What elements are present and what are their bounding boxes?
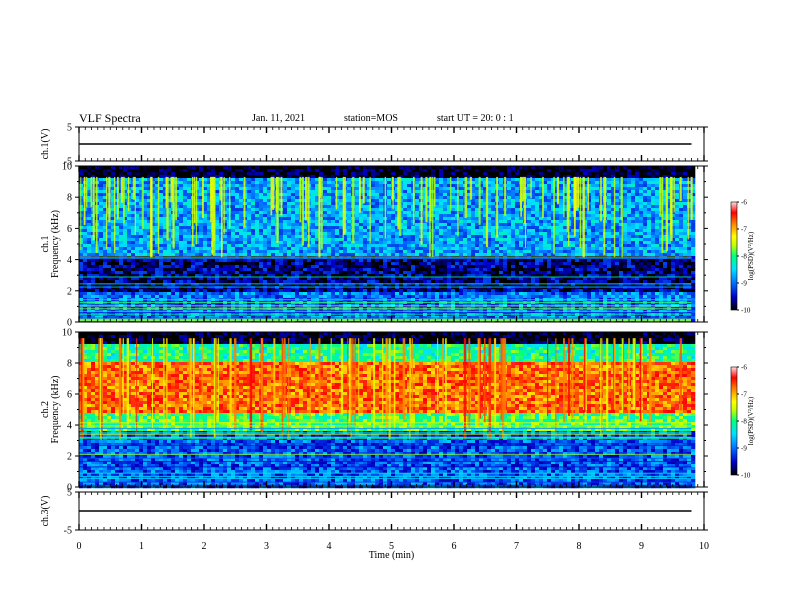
x-tick-label: 8 xyxy=(577,541,582,552)
x-tick-label: 2 xyxy=(202,541,207,552)
x-axis-label: Time (min) xyxy=(369,550,414,561)
colorbar-tick-label: -6 xyxy=(741,199,747,207)
colorbar-tick-label: -6 xyxy=(741,364,747,372)
colorbar-label: log(PSD)(V²/Hz) xyxy=(747,231,755,280)
colorbar-2 xyxy=(731,202,737,310)
y-axis-label: ch.3(V) xyxy=(40,496,51,527)
x-tick-label: 7 xyxy=(514,541,519,552)
y-tick-label: 5 xyxy=(67,488,72,499)
colorbar-label: log(PSD)(V²/Hz) xyxy=(747,396,755,445)
colorbar-tick-label: -10 xyxy=(741,472,751,480)
colorbar-tick-label: -10 xyxy=(741,307,751,315)
x-tick-label: 6 xyxy=(452,541,457,552)
y-axis-label: Frequency (kHz) xyxy=(50,375,61,443)
spectrogram-image-2 xyxy=(79,166,695,322)
y-axis-label: Frequency (kHz) xyxy=(50,210,61,278)
y-tick-label: -5 xyxy=(64,526,72,537)
y-tick-label: 8 xyxy=(67,359,72,370)
x-tick-label: 3 xyxy=(264,541,269,552)
colorbar-3 xyxy=(731,367,737,475)
x-tick-label: 0 xyxy=(77,541,82,552)
y-tick-label: 4 xyxy=(67,421,72,432)
y-tick-label: 2 xyxy=(67,286,72,297)
x-tick-label: 4 xyxy=(327,541,332,552)
y-tick-label: 5 xyxy=(67,123,72,134)
y-tick-label: 10 xyxy=(62,162,72,173)
spectrogram-image-3 xyxy=(79,332,695,488)
x-tick-label: 10 xyxy=(699,541,709,552)
y-tick-label: 6 xyxy=(67,224,72,235)
x-tick-label: 1 xyxy=(139,541,144,552)
y-tick-label: 8 xyxy=(67,193,72,204)
y-tick-label: 4 xyxy=(67,255,72,266)
y-tick-label: 6 xyxy=(67,390,72,401)
y-tick-label: 10 xyxy=(62,328,72,339)
x-tick-label: 9 xyxy=(639,541,644,552)
y-axis-label: ch.1(V) xyxy=(40,129,51,160)
y-tick-label: 2 xyxy=(67,452,72,463)
